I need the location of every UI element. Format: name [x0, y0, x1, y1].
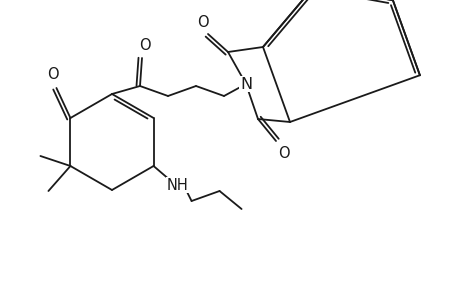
- Text: NH: NH: [166, 178, 188, 193]
- Text: N: N: [240, 76, 252, 92]
- Text: O: O: [139, 38, 151, 52]
- Text: O: O: [197, 14, 208, 29]
- Text: O: O: [48, 67, 59, 82]
- Text: O: O: [278, 146, 289, 160]
